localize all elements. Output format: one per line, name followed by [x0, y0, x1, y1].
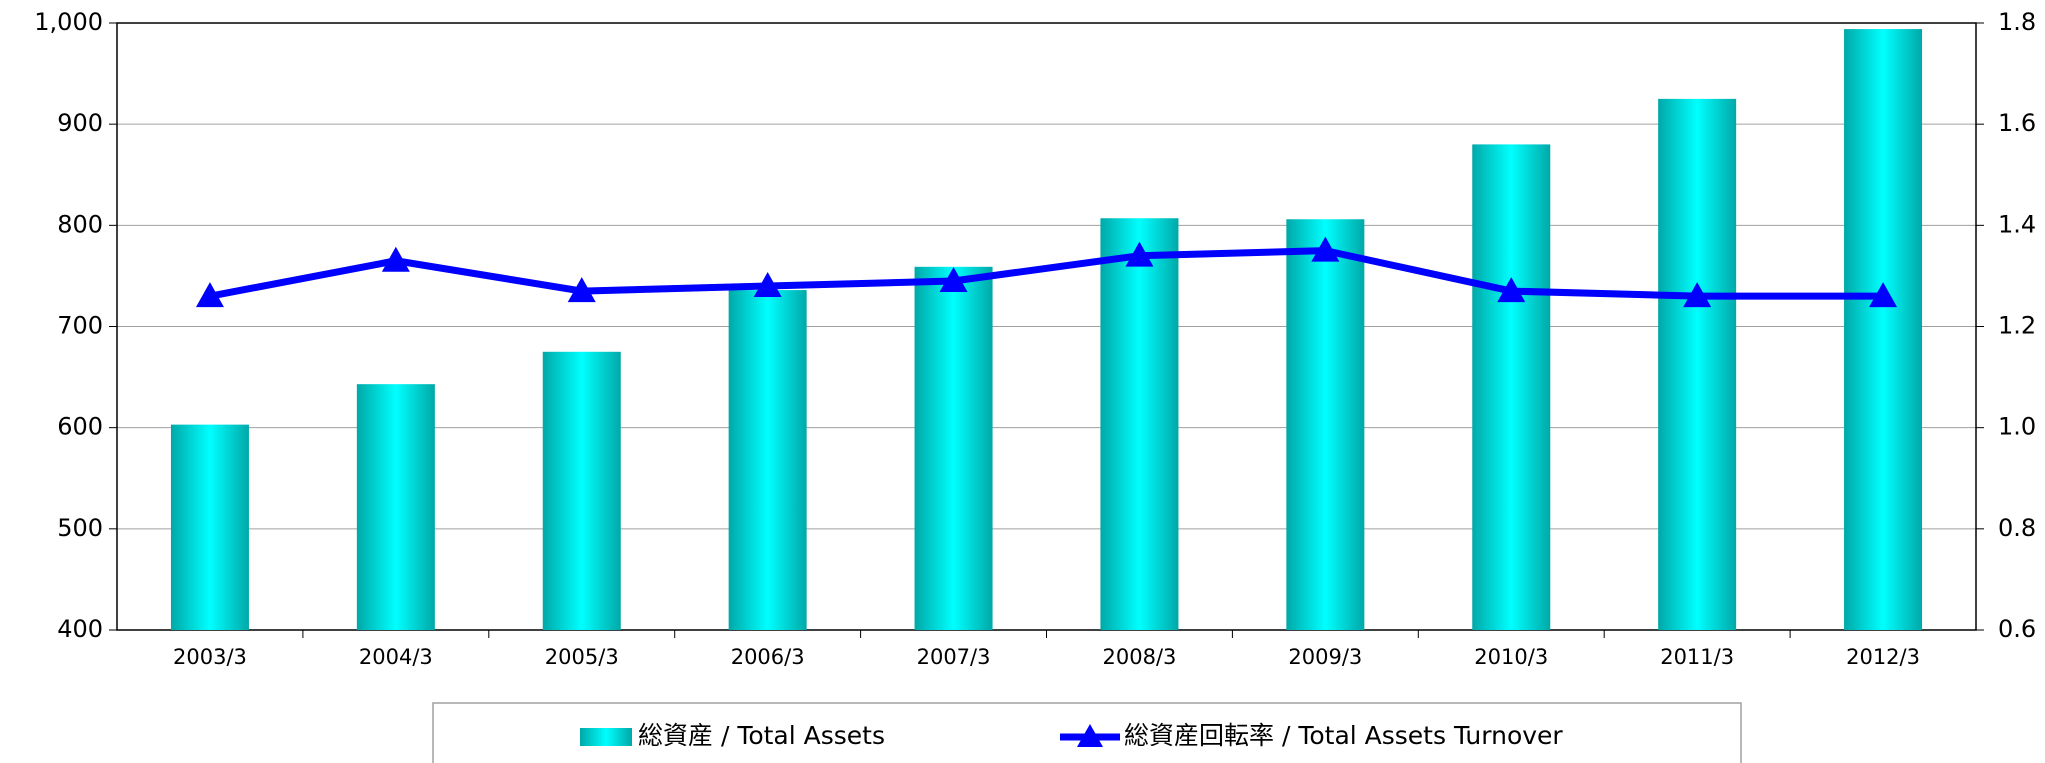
bar — [170, 424, 249, 630]
y-tick-label: 500 — [57, 514, 103, 542]
y2-tick-label: 1.6 — [1998, 109, 2036, 137]
x-tick-label: 2008/3 — [1103, 645, 1177, 669]
y-tick-label: 700 — [57, 312, 103, 340]
legend-swatch — [580, 728, 632, 746]
y-tick-label: 600 — [57, 413, 103, 441]
x-tick-label: 2006/3 — [731, 645, 805, 669]
y2-tick-label: 1.2 — [1998, 312, 2036, 340]
y2-tick-label: 1.4 — [1998, 210, 2036, 238]
line — [209, 247, 1884, 300]
y-tick-label: 800 — [57, 210, 103, 238]
y2-tick-label: 1.8 — [1998, 8, 2036, 36]
bar — [728, 290, 807, 630]
y2-tick-label: 0.8 — [1998, 514, 2036, 542]
y-tick-label: 900 — [57, 109, 103, 137]
marker — [1869, 282, 1898, 308]
marker — [1311, 236, 1340, 262]
x-tick-label: 2003/3 — [173, 645, 247, 669]
marker — [1125, 241, 1154, 267]
x-tick-label: 2005/3 — [545, 645, 619, 669]
x-tick-label: 2009/3 — [1288, 645, 1362, 669]
legend-label: 総資産回転率 / Total Assets Turnover — [1124, 721, 1563, 750]
x-tick-label: 2010/3 — [1474, 645, 1548, 669]
marker — [753, 272, 782, 298]
marker — [195, 282, 224, 308]
bar — [356, 384, 435, 630]
y-tick-label: 400 — [57, 615, 103, 643]
marker — [381, 246, 410, 272]
legend-marker — [1077, 724, 1103, 747]
marker — [567, 277, 596, 303]
y2-tick-label: 1.0 — [1998, 413, 2036, 441]
x-tick-label: 2011/3 — [1660, 645, 1734, 669]
bar — [542, 351, 621, 630]
marker — [1497, 277, 1526, 303]
marker — [1683, 282, 1712, 308]
bar — [1286, 219, 1365, 630]
bar — [914, 266, 993, 630]
marker — [939, 266, 968, 292]
x-tick-label: 2012/3 — [1846, 645, 1920, 669]
bar — [1658, 98, 1737, 630]
y2-tick-label: 0.6 — [1998, 615, 2036, 643]
bar — [1844, 29, 1923, 630]
y-tick-label: 1,000 — [34, 8, 103, 36]
bar — [1100, 218, 1179, 631]
x-tick-label: 2004/3 — [359, 645, 433, 669]
legend-label: 総資産 / Total Assets — [638, 721, 885, 750]
x-tick-label: 2007/3 — [917, 645, 991, 669]
bar — [1472, 144, 1551, 630]
